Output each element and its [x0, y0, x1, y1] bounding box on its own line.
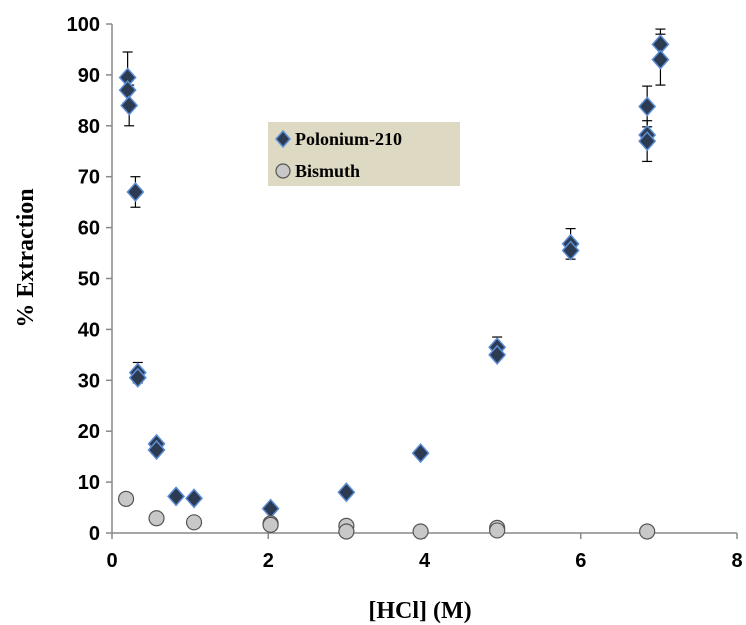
- polonium-point: [167, 486, 186, 507]
- bismuth-point: [489, 522, 506, 539]
- polonium-point: [128, 367, 147, 388]
- y-tick-label: 50: [78, 269, 100, 291]
- y-tick-label: 40: [78, 319, 100, 341]
- polonium-point: [126, 181, 145, 203]
- polonium-point: [261, 498, 280, 519]
- y-tick-label: 100: [67, 14, 100, 36]
- y-axis-title: % Extraction: [13, 188, 39, 327]
- polonium-point: [120, 95, 139, 116]
- x-tick-label: 2: [263, 550, 274, 572]
- y-tick-label: 20: [78, 421, 100, 443]
- x-tick-label: 0: [106, 550, 117, 572]
- data-points: [117, 34, 670, 540]
- y-tick-label: 90: [78, 65, 100, 87]
- x-tick-label: 4: [419, 550, 431, 572]
- bismuth-point: [639, 523, 656, 540]
- legend-label: Polonium-210: [295, 129, 402, 149]
- y-tick-label: 70: [78, 167, 100, 189]
- polonium-point: [638, 130, 657, 152]
- axes: [106, 23, 738, 539]
- bismuth-point: [262, 516, 279, 533]
- bismuth-point: [412, 523, 429, 540]
- polonium-point: [337, 482, 356, 503]
- x-tick-label: 8: [731, 550, 742, 572]
- y-tick-label: 30: [78, 370, 100, 392]
- legend-label: Bismuth: [295, 161, 360, 181]
- legend: Polonium-210 Bismuth: [268, 122, 460, 186]
- legend-marker-polonium: [275, 129, 291, 149]
- y-tick-labels: 0 10 20 30 40 50 60 70 80 90 100: [67, 14, 100, 545]
- bismuth-point: [148, 510, 165, 527]
- polonium-point: [118, 80, 137, 101]
- x-axis-title: [HCl] (M): [368, 598, 471, 624]
- polonium-point: [651, 49, 670, 70]
- y-tick-label: 80: [78, 116, 100, 138]
- y-tick-label: 60: [78, 218, 100, 240]
- polonium-point: [411, 442, 430, 464]
- bismuth-point: [338, 523, 355, 540]
- bismuth-point: [117, 490, 135, 507]
- legend-background: [268, 122, 460, 186]
- x-tick-label: 6: [575, 550, 586, 572]
- polonium-point: [488, 344, 507, 365]
- polonium-point: [638, 96, 657, 117]
- bismuth-point: [185, 514, 203, 531]
- y-tick-label: 0: [89, 523, 100, 545]
- error-bars: [122, 28, 666, 384]
- polonium-point: [185, 488, 204, 509]
- polonium-point: [561, 240, 580, 261]
- y-tick-label: 10: [78, 472, 100, 494]
- x-tick-labels: 0 2 4 6 8: [106, 550, 742, 572]
- legend-marker-bismuth: [275, 163, 291, 179]
- polonium-point: [147, 439, 166, 461]
